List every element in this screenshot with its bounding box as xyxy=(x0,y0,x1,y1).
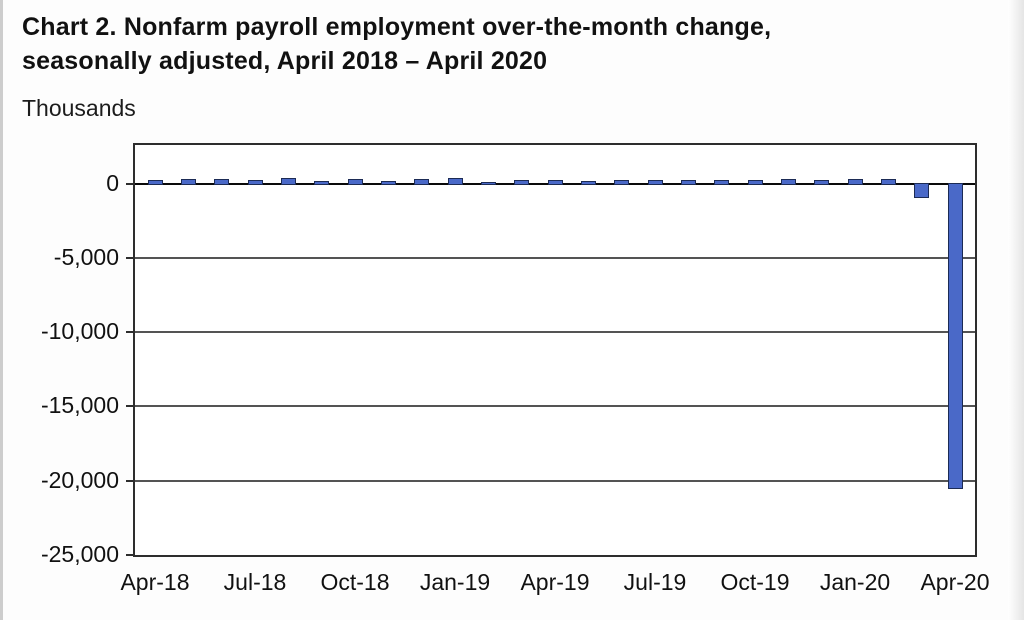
y-axis-tick-mark xyxy=(126,331,133,334)
bar-jan-19 xyxy=(447,177,463,185)
plot-area xyxy=(133,143,977,557)
bar-may-18 xyxy=(180,178,196,185)
chart-title-line1: Chart 2. Nonfarm payroll employment over… xyxy=(22,13,772,41)
bar-apr-18 xyxy=(147,180,163,185)
bar-feb-19 xyxy=(480,182,496,185)
y-axis-tick-mark xyxy=(126,405,133,408)
bar-apr-19 xyxy=(547,179,563,185)
bar-oct-19 xyxy=(747,179,763,185)
y-axis-tick-mark xyxy=(126,554,133,556)
gridline xyxy=(135,331,975,334)
bar-jul-19 xyxy=(647,179,663,185)
y-axis-units-label: Thousands xyxy=(22,95,136,121)
gridline xyxy=(135,256,975,259)
bar-jun-19 xyxy=(614,179,630,185)
x-tick-label: Jul-19 xyxy=(623,569,687,595)
chart-title-line2: seasonally adjusted, April 2018 – April … xyxy=(22,47,548,75)
x-tick-label: Apr-19 xyxy=(520,569,590,595)
gridline xyxy=(135,405,975,408)
bar-mar-20 xyxy=(914,182,930,198)
bar-dec-19 xyxy=(814,179,830,185)
y-tick-label: -10,000 xyxy=(40,318,119,345)
bar-sep-18 xyxy=(314,181,330,185)
bar-oct-18 xyxy=(347,178,363,185)
chart-title: Chart 2. Nonfarm payroll employment over… xyxy=(22,10,771,78)
x-tick-label: Apr-18 xyxy=(120,569,190,595)
bar-sep-19 xyxy=(714,179,730,185)
y-tick-label: -20,000 xyxy=(40,466,119,493)
bar-may-19 xyxy=(580,181,596,185)
y-axis-tick-mark xyxy=(126,479,133,482)
y-tick-label: -15,000 xyxy=(40,392,119,419)
bar-aug-18 xyxy=(280,178,296,185)
bar-nov-19 xyxy=(780,178,796,185)
bar-apr-20 xyxy=(947,182,963,490)
bar-feb-20 xyxy=(880,178,896,185)
bar-nov-18 xyxy=(380,180,396,185)
x-tick-label: Oct-19 xyxy=(720,569,790,595)
page-edge-right xyxy=(1008,0,1024,620)
bar-jul-18 xyxy=(247,179,263,185)
bar-jun-18 xyxy=(214,178,230,185)
y-tick-label: -25,000 xyxy=(40,541,119,567)
y-tick-label: 0 xyxy=(106,169,119,196)
x-tick-label: Jul-18 xyxy=(223,569,287,595)
x-tick-label: Jan-20 xyxy=(819,569,891,595)
y-axis-tick-mark xyxy=(126,256,133,259)
bar-jan-20 xyxy=(847,179,863,185)
x-tick-label: Jan-19 xyxy=(419,569,491,595)
bar-aug-19 xyxy=(680,179,696,185)
x-tick-label: Oct-18 xyxy=(320,569,390,595)
page-edge-left xyxy=(0,0,3,620)
bar-dec-18 xyxy=(414,179,430,185)
y-axis-tick-mark xyxy=(126,182,133,185)
y-tick-label: -5,000 xyxy=(53,243,119,270)
bar-mar-19 xyxy=(514,180,530,185)
x-tick-label: Apr-20 xyxy=(920,569,990,595)
gridline xyxy=(135,479,975,482)
